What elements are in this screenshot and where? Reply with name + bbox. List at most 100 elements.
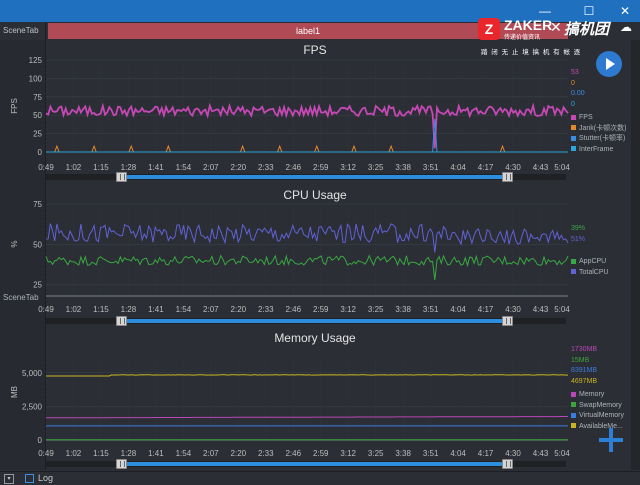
legend-entry[interactable]: Memory <box>571 390 624 401</box>
x-tick-label: 1:02 <box>66 163 82 172</box>
legend-entry[interactable]: AppCPU <box>571 257 609 268</box>
x-tick-label: 4:04 <box>450 305 466 314</box>
legend-label: Jank(卡顿次数) <box>579 124 627 132</box>
title-bar: — ☐ ✕ <box>0 0 640 22</box>
x-tick-label: 3:51 <box>423 449 439 458</box>
fps-range-slider[interactable] <box>46 172 566 182</box>
log-checkbox[interactable] <box>25 474 34 483</box>
legend-entry[interactable]: AvailableMe... <box>571 422 624 433</box>
cloud-icon: ☁ <box>620 20 632 34</box>
y-tick-label: 100 <box>29 74 43 83</box>
x-tick-label: 2:59 <box>313 449 329 458</box>
x-tick-label: 1:54 <box>176 449 192 458</box>
legend-entry[interactable]: SwapMemory <box>571 401 624 412</box>
x-tick-label: 2:33 <box>258 305 274 314</box>
close-icon[interactable]: ✕ <box>619 4 631 18</box>
memory-range-handle-end[interactable] <box>502 459 513 469</box>
x-tick-label: 2:20 <box>231 449 247 458</box>
fps-values-legend: 53 0 0.00 0 FPS Jank(卡顿次数) Stutter(卡顿率) InterFr… <box>571 68 626 155</box>
legend-entry[interactable]: Stutter(卡顿率) <box>571 134 626 145</box>
legend-label: VirtualMemory <box>579 412 624 419</box>
x-tick-label: 4:30 <box>505 449 521 458</box>
tab-label1[interactable]: label1 <box>48 23 568 39</box>
y-tick-label: 0 <box>38 436 43 445</box>
series-line-appcpu <box>45 254 569 280</box>
legend-swatch <box>571 258 576 264</box>
x-tick-label: 3:25 <box>368 163 384 172</box>
series-line-availableme- <box>46 374 569 377</box>
chart-title: Memory Usage <box>274 331 356 345</box>
y-tick-label: 2,500 <box>22 402 43 411</box>
fps-range-handle-end[interactable] <box>502 172 513 182</box>
zaker-logo-icon: Z <box>478 18 500 40</box>
legend-entry[interactable]: Jank(卡顿次数) <box>571 124 626 135</box>
play-icon[interactable] <box>596 51 622 77</box>
legend-value: 0 <box>571 79 575 87</box>
x-tick-label: 1:41 <box>148 305 164 314</box>
x-tick-label: 2:07 <box>203 305 219 314</box>
legend-label: Memory <box>579 391 605 398</box>
tab-scenetab[interactable]: SceneTab <box>0 22 46 40</box>
series-line-memory <box>46 416 568 419</box>
cpu-range-slider[interactable] <box>46 316 566 326</box>
x-tick-label: 2:46 <box>285 163 301 172</box>
cpu-range-handle-start[interactable] <box>116 316 127 326</box>
x-tick-label: 4:17 <box>478 163 494 172</box>
y-tick-label: 5,000 <box>22 369 43 378</box>
y-axis-label: FPS <box>10 98 19 114</box>
x-tick-label: 4:17 <box>478 305 494 314</box>
x-tick-label: 2:07 <box>203 163 219 172</box>
add-icon[interactable] <box>599 428 623 452</box>
legend-label: FPS <box>579 114 593 121</box>
x-tick-label: 1:41 <box>148 163 164 172</box>
cpu-range-handle-end[interactable] <box>502 316 513 326</box>
x-tick-label: 2:07 <box>203 449 219 458</box>
cpu-values-legend: 39% 51% AppCPU TotalCPU <box>571 224 609 278</box>
legend-entry[interactable]: VirtualMemory <box>571 411 624 422</box>
minimize-icon[interactable]: — <box>539 4 551 18</box>
fps-range-fill <box>124 175 508 179</box>
x-tick-label: 5:04 <box>554 449 570 458</box>
watermark-slogan: 踏 闭 无 止 境 搞 机 有 帐 逐 <box>481 49 582 56</box>
legend-value: 39% <box>571 225 586 232</box>
legend-swatch <box>571 402 576 408</box>
partner-logo: 搞机团 <box>564 21 610 38</box>
x-tick-label: 4:30 <box>505 163 521 172</box>
memory-range-handle-start[interactable] <box>116 459 127 469</box>
series-line-fps <box>45 102 569 149</box>
memory-chart: Memory Usage MB5,000 2,500 0 0:49 1:02 1:15 1:2… <box>10 331 570 458</box>
fps-range-handle-start[interactable] <box>116 172 127 182</box>
maximize-icon[interactable]: ☐ <box>583 4 595 18</box>
cpu-range-fill <box>124 319 508 323</box>
y-tick-label: 50 <box>33 240 42 249</box>
legend-label: InterFrame <box>579 145 614 153</box>
y-tick-label: 125 <box>29 56 43 65</box>
x-tick-label: 1:15 <box>93 449 109 458</box>
x-tick-label: 1:28 <box>121 163 137 172</box>
legend-value: 0 <box>571 100 575 108</box>
cpu-chart: CPU Usage% 75 50 25 0:49 1:02 1:15 1:28 1:41 1:54… <box>10 188 570 314</box>
right-scrollbar[interactable] <box>631 40 640 470</box>
memory-range-fill <box>124 462 508 466</box>
legend-value: 8391MB <box>571 367 598 374</box>
x-tick-label: 2:20 <box>231 163 247 172</box>
legend-entry[interactable]: FPS <box>571 113 626 124</box>
x-tick-label: 2:33 <box>258 449 274 458</box>
memory-range-slider[interactable] <box>46 459 566 469</box>
legend-swatch <box>571 114 576 120</box>
x-tick-label: 3:51 <box>423 305 439 314</box>
legend-swatch <box>571 391 576 397</box>
legend-entry[interactable]: TotalCPU <box>571 268 609 279</box>
legend-label: Stutter(卡顿率) <box>579 135 626 142</box>
legend-entry[interactable]: InterFrame <box>571 145 626 156</box>
chart-title: FPS <box>303 43 326 57</box>
legend-swatch <box>571 423 576 429</box>
legend-value: 51% <box>571 235 586 243</box>
series-line-stutter- <box>46 118 568 153</box>
watermark-separator: ✕ <box>550 19 562 35</box>
side-tab-scenetab[interactable]: SceneTab <box>3 293 39 302</box>
x-tick-label: 0:49 <box>38 163 54 172</box>
legend-swatch <box>571 412 576 418</box>
zaker-watermark: Z ZAKER 传递价值资讯 ✕ 搞机团 ☁ <box>478 17 638 41</box>
dropdown-arrow-icon[interactable]: ▾ <box>4 474 14 484</box>
